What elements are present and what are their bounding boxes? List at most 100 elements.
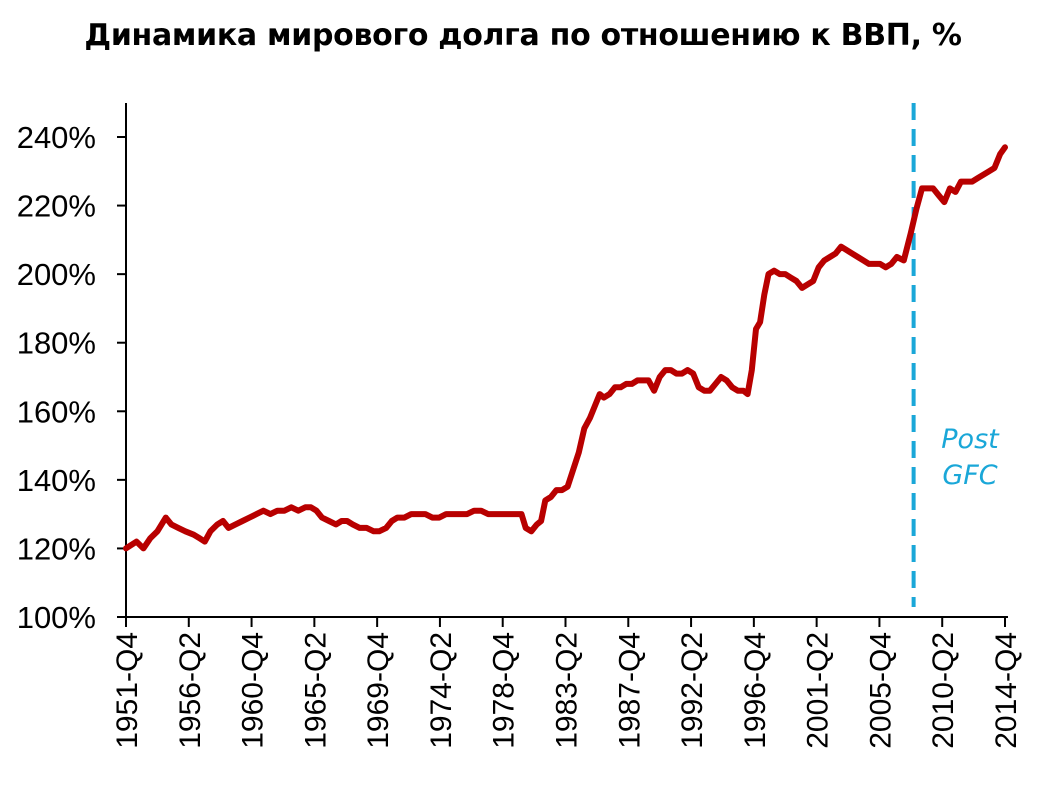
data-point (629, 381, 634, 386)
data-point (635, 378, 640, 383)
data-point (409, 512, 414, 517)
data-point (691, 371, 696, 376)
data-point (371, 529, 376, 534)
data-point (543, 498, 548, 503)
data-point (437, 515, 442, 520)
data-point (320, 515, 325, 520)
data-point (486, 512, 491, 517)
x-tick-labels: 1951-Q4 1956-Q2 1960-Q4 1965-Q2 1969-Q4 1974-… (111, 617, 1023, 749)
data-point (479, 508, 484, 513)
data-point (296, 508, 301, 513)
post-gfc-label: Post (941, 424, 1000, 455)
data-point (981, 172, 986, 177)
data-point (762, 292, 767, 297)
data-point (308, 505, 313, 510)
data-point (303, 505, 308, 510)
post-gfc-marker: Post GFC (911, 103, 1000, 607)
data-point (514, 512, 519, 517)
data-point (519, 512, 524, 517)
data-point (657, 375, 662, 380)
data-point (652, 388, 657, 393)
data-point (680, 371, 685, 376)
data-point (289, 505, 294, 510)
data-point (507, 512, 512, 517)
data-point (493, 512, 498, 517)
y-tick-label: 100% (17, 600, 96, 635)
data-point (183, 529, 188, 534)
data-point (936, 193, 941, 198)
data-point (992, 165, 997, 170)
x-tick-label: 1978-Q4 (488, 632, 521, 749)
data-point (925, 186, 930, 191)
data-point (883, 265, 888, 270)
data-point (947, 186, 952, 191)
data-point (745, 392, 750, 397)
x-tick-label: 1992-Q2 (676, 632, 709, 749)
data-point (169, 522, 174, 527)
series-group (123, 144, 1008, 552)
data-point (758, 320, 763, 325)
data-point (560, 488, 565, 493)
data-point (416, 512, 421, 517)
x-tick-label: 2005-Q4 (864, 632, 897, 749)
data-point (554, 488, 559, 493)
data-point (613, 385, 618, 390)
data-point (975, 176, 980, 181)
data-point (565, 484, 570, 489)
data-point (987, 169, 992, 174)
data-point (889, 261, 894, 266)
data-point (833, 251, 838, 256)
data-point (155, 529, 160, 534)
data-point (719, 375, 724, 380)
data-point (226, 525, 231, 530)
data-point (275, 508, 280, 513)
data-point (597, 392, 602, 397)
data-point (534, 522, 539, 527)
data-point (822, 258, 827, 263)
data-point (805, 282, 810, 287)
data-point (215, 522, 220, 527)
data-point (444, 512, 449, 517)
x-tick-label: 2014-Q4 (990, 632, 1023, 749)
data-point (582, 426, 587, 431)
y-tick-label: 200% (17, 257, 96, 292)
data-point (730, 385, 735, 390)
data-point (618, 385, 623, 390)
data-point (339, 519, 344, 524)
y-tick-label: 180% (17, 326, 96, 361)
data-point (901, 258, 906, 263)
data-point (713, 381, 718, 386)
x-tick-label: 1974-Q2 (425, 632, 458, 749)
data-point (794, 279, 799, 284)
data-point (191, 532, 196, 537)
data-point (1003, 145, 1008, 150)
y-tick-label: 160% (17, 394, 96, 429)
data-point (998, 152, 1003, 157)
data-point (908, 231, 913, 236)
data-point (724, 378, 729, 383)
x-tick-label: 1960-Q4 (237, 632, 270, 749)
data-point (458, 512, 463, 517)
data-point (261, 508, 266, 513)
data-point (624, 381, 629, 386)
y-tick-label: 220% (17, 189, 96, 224)
data-point (430, 515, 435, 520)
data-point (221, 519, 226, 524)
data-point (529, 529, 534, 534)
data-point (539, 519, 544, 524)
chart-title: Динамика мирового долга по отношению к В… (84, 18, 962, 53)
data-point (208, 529, 213, 534)
x-tick-label: 1987-Q4 (613, 632, 646, 749)
data-point (811, 279, 816, 284)
y-tick-label: 240% (17, 120, 96, 155)
data-point (357, 525, 362, 530)
y-tick-labels: 100% 120% 140% 160% 180% 200% 220% 240% (17, 120, 126, 635)
data-point (663, 368, 668, 373)
x-tick-label: 1956-Q2 (174, 632, 207, 749)
data-point (576, 450, 581, 455)
data-point (878, 261, 883, 266)
x-tick-label: 2001-Q2 (802, 632, 835, 749)
data-point (668, 368, 673, 373)
data-point (571, 467, 576, 472)
